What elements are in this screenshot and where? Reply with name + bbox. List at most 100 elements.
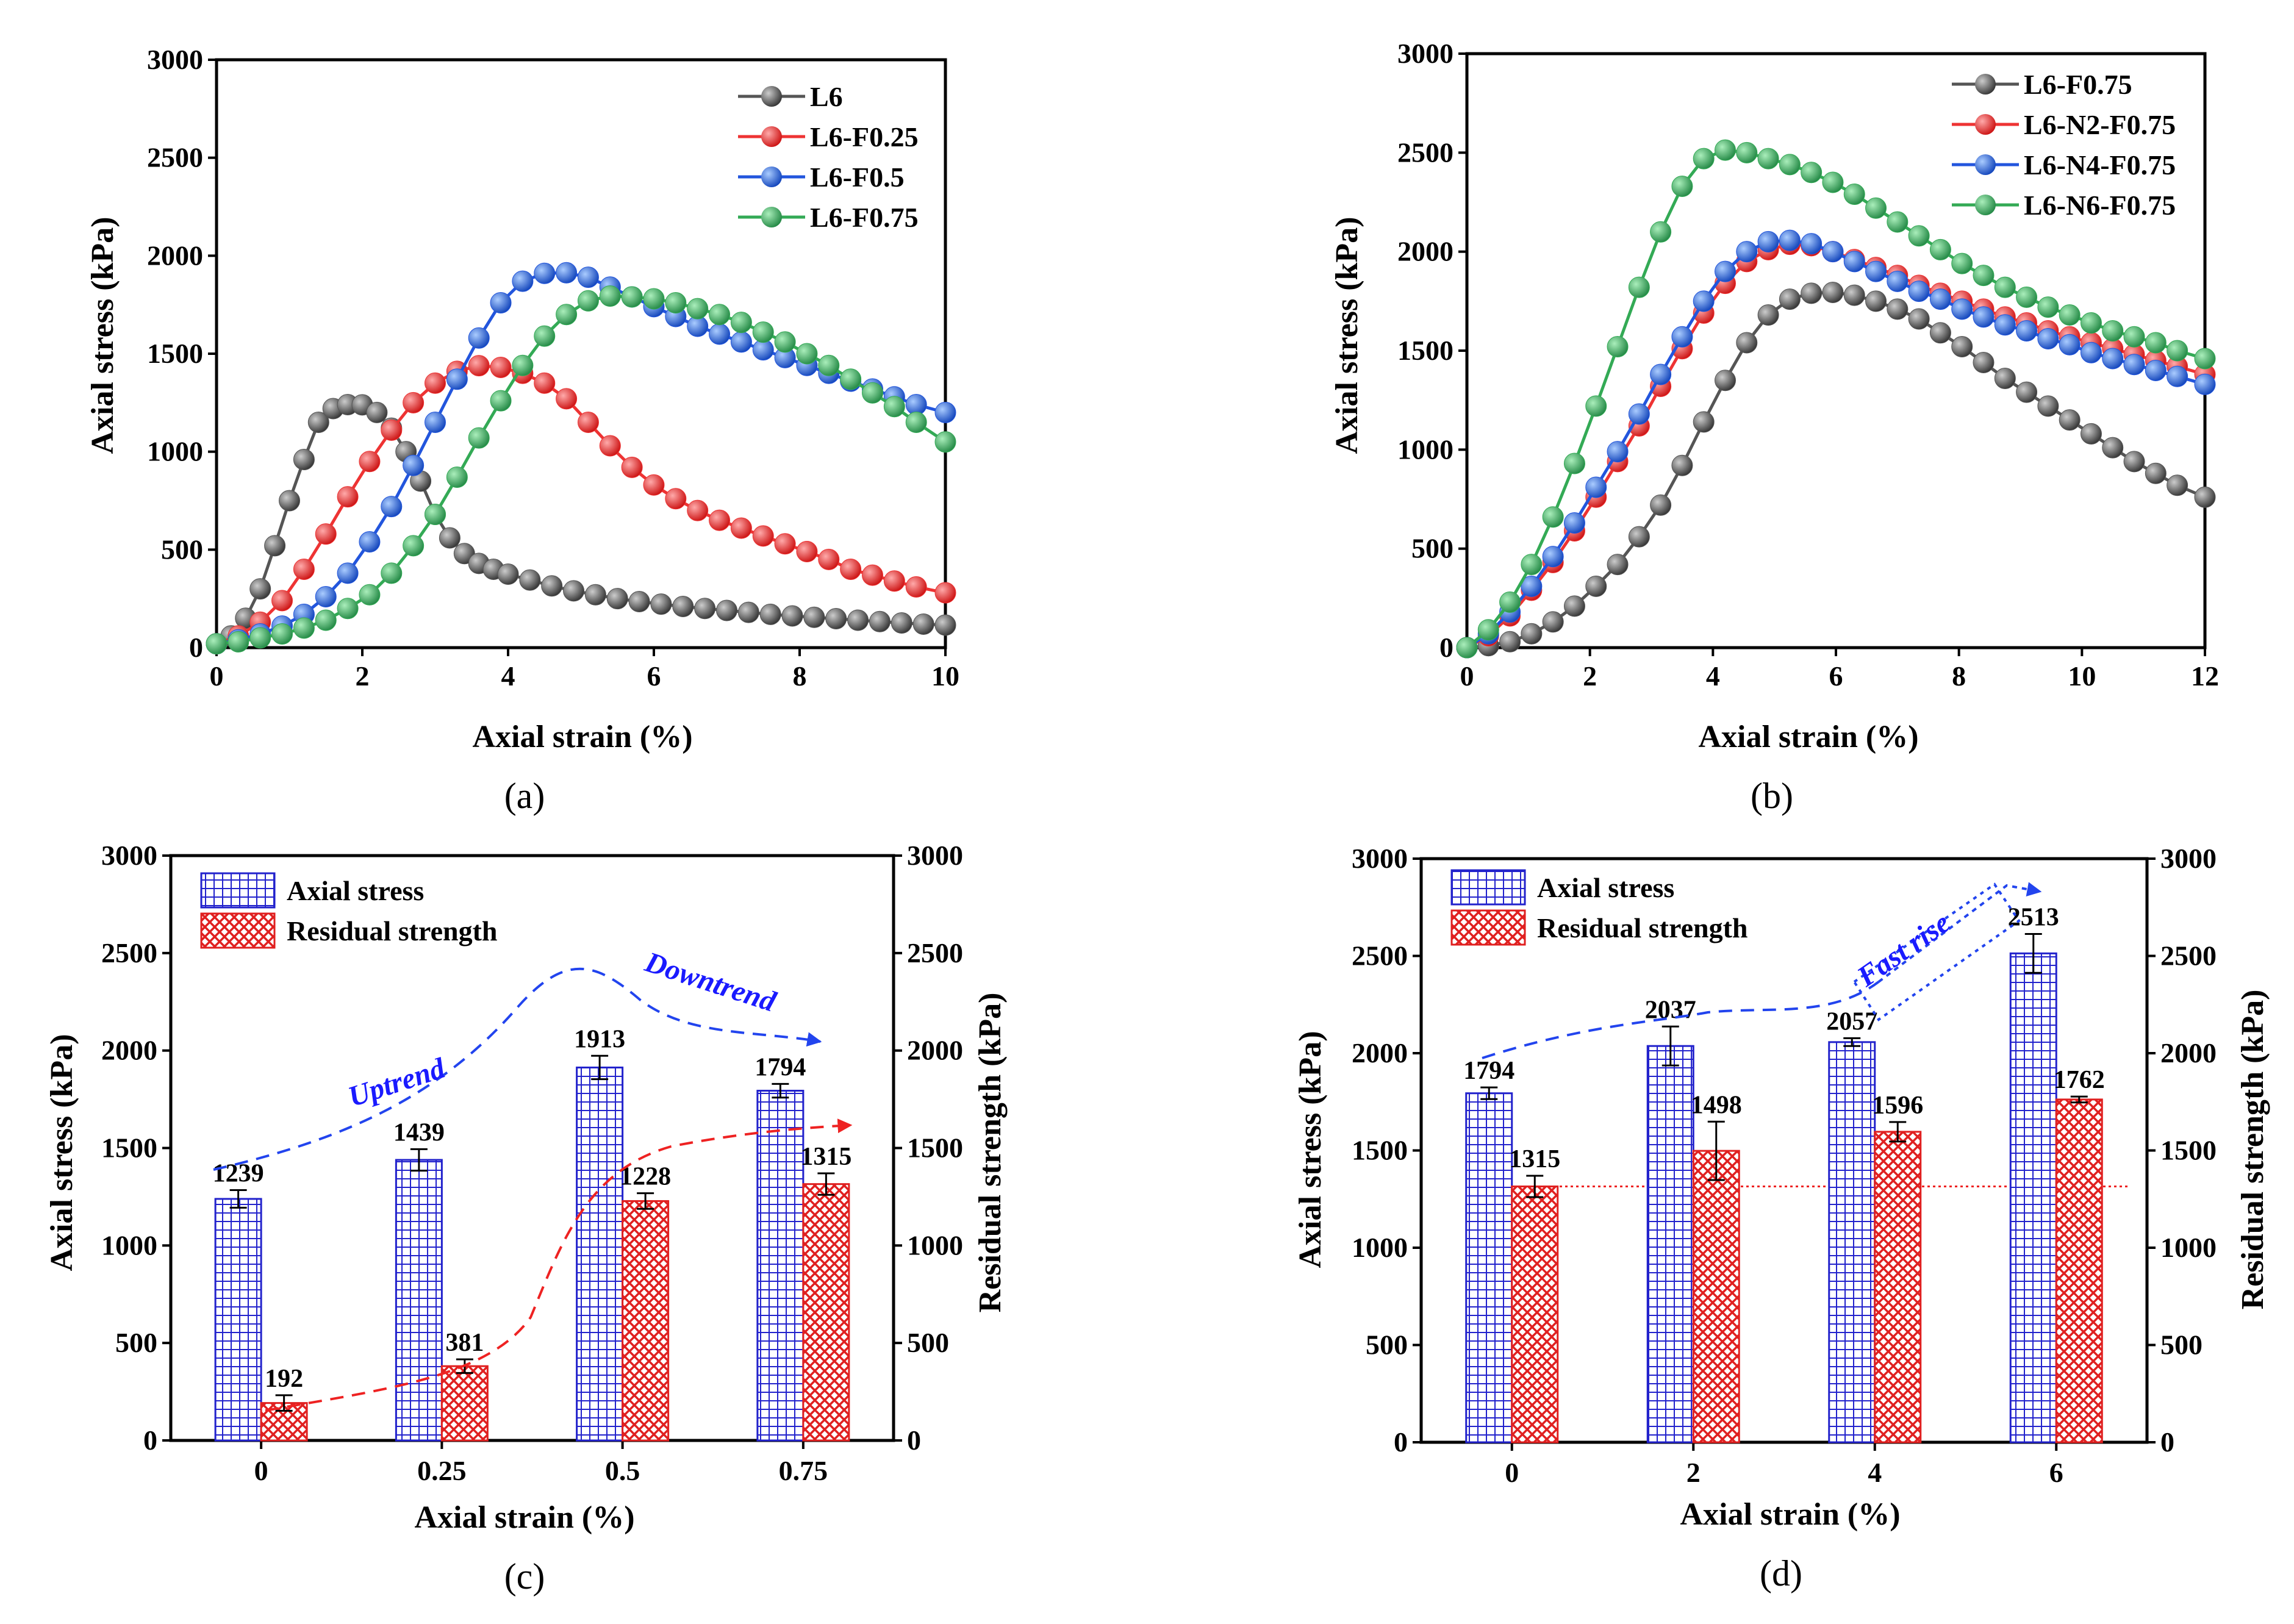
data-point-l6-n6-f0-75 — [1929, 238, 1951, 260]
y-tick-label: 500 — [115, 1327, 157, 1358]
data-point-l6-n4-f0-75 — [1801, 233, 1823, 255]
data-point-l6 — [366, 401, 388, 423]
data-label-residual-strength: 1596 — [1872, 1092, 1923, 1120]
data-point-l6-f0-75 — [468, 427, 490, 449]
data-point-l6-f0-75 — [1585, 575, 1607, 597]
data-point-l6-f0-75 — [796, 343, 818, 365]
data-point-l6-f0-25 — [665, 488, 687, 510]
data-point-l6-n4-f0-75 — [2123, 354, 2145, 376]
legend-label-residual-strength: Residual strength — [1537, 912, 1747, 943]
legend-marker-l6-n6-f0-75 — [1975, 195, 1996, 215]
bar-residual-strength — [1874, 1131, 1922, 1443]
series-line-l6-f0-75 — [216, 295, 947, 646]
data-point-l6-n6-f0-75 — [1951, 252, 1973, 274]
data-point-l6-n6-f0-75 — [1607, 336, 1629, 358]
chart-a-plot-area: 0 500 1000 1500 2000 2500 3000 0 2 4 6 8 10 L6 L6-F0.2… — [147, 44, 959, 692]
annotation-uptrend: Uptrend — [345, 1052, 450, 1114]
data-point-l6 — [759, 603, 781, 625]
data-point-l6-f0-75 — [2145, 462, 2167, 484]
y-tick-label: 1500 — [1397, 335, 1453, 366]
data-point-l6-n6-f0-75 — [2123, 326, 2145, 348]
data-point-l6-f0-75 — [862, 382, 883, 404]
data-point-l6-n6-f0-75 — [1628, 276, 1650, 298]
y-tick-label: 0 — [1394, 1426, 1408, 1458]
y-tick-label: 1500 — [1352, 1135, 1408, 1166]
data-point-l6 — [891, 612, 912, 634]
legend-label-l6: L6 — [810, 81, 843, 112]
data-point-l6-f0-75 — [687, 298, 709, 320]
data-label-residual-strength: 1315 — [800, 1143, 851, 1171]
y-tick-label: 1000 — [147, 436, 203, 467]
data-point-l6-f0-25 — [403, 392, 425, 413]
data-point-l6-f0-25 — [687, 499, 709, 521]
x-tick-label: 2 — [356, 660, 370, 692]
y-tick-label: 0 — [143, 1425, 157, 1456]
data-point-l6 — [847, 609, 869, 631]
data-point-l6-f0-75 — [730, 312, 752, 334]
data-point-l6-f0-75 — [621, 286, 643, 308]
data-point-l6-f0-5 — [512, 270, 534, 292]
legend-marker-l6 — [761, 86, 782, 107]
y-tick-label: 1000 — [101, 1229, 157, 1261]
data-point-l6-f0-25 — [883, 570, 905, 592]
legend-label-l6-f0-75: L6-F0.75 — [2024, 69, 2132, 100]
data-point-l6-n4-f0-75 — [2167, 365, 2188, 387]
data-point-l6-n6-f0-75 — [1973, 265, 1995, 287]
y-tick-label: 500 — [1411, 533, 1453, 564]
legend-label-l6-f0-25: L6-F0.25 — [810, 121, 919, 152]
data-point-l6 — [439, 527, 461, 549]
data-point-l6 — [825, 607, 847, 629]
data-point-l6-n6-f0-75 — [1801, 162, 1823, 184]
data-point-l6-n4-f0-75 — [1607, 441, 1629, 463]
data-point-l6-f0-25 — [862, 564, 883, 586]
data-point-l6-f0-75 — [1542, 611, 1564, 633]
data-point-l6-f0-75 — [665, 292, 687, 313]
bar-residual-strength — [2055, 1098, 2103, 1443]
chart-d: Axial stress (kPa) Residual strength (kP… — [1293, 843, 2270, 1594]
x-tick-label: 0 — [210, 660, 224, 692]
y-right-tick-label: 2000 — [907, 1035, 963, 1066]
data-point-l6-f0-25 — [621, 456, 643, 478]
y-tick-label: 2500 — [101, 937, 157, 968]
data-point-l6-f0-25 — [934, 582, 956, 604]
legend-label-l6-f0-5: L6-F0.5 — [810, 162, 905, 193]
data-point-l6 — [584, 584, 606, 606]
data-point-l6-f0-75 — [2080, 423, 2102, 445]
data-point-l6-f0-75 — [512, 354, 534, 376]
data-label-axial-stress: 1794 — [755, 1053, 806, 1081]
data-point-l6-n6-f0-75 — [2145, 332, 2167, 354]
data-point-l6-f0-75 — [2016, 381, 2038, 403]
x-tick-label: 8 — [793, 660, 807, 692]
data-point-l6-n6-f0-75 — [1542, 506, 1564, 528]
data-point-l6-n6-f0-75 — [2194, 348, 2216, 370]
x-tick-label: 8 — [1952, 660, 1966, 692]
data-point-l6-n4-f0-75 — [1929, 288, 1951, 310]
chart-b-xlabel: Axial strain (%) — [1698, 720, 1918, 754]
legend-swatch-axial-stress — [1450, 869, 1526, 906]
bar-residual-strength — [1511, 1186, 1559, 1443]
bar-residual-strength — [802, 1183, 850, 1442]
data-point-l6-n4-f0-75 — [1822, 241, 1844, 263]
annotation-fast-rise: Fast rise — [1851, 906, 1956, 993]
bar-residual-strength — [622, 1200, 670, 1442]
series-line-l6-n2-f0-75 — [1466, 243, 2206, 649]
data-point-l6 — [519, 569, 541, 591]
data-point-l6 — [781, 605, 803, 627]
data-point-l6-n4-f0-75 — [2037, 328, 2059, 350]
data-point-l6-n6-f0-75 — [1736, 141, 1758, 163]
data-label-axial-stress: 1439 — [393, 1118, 445, 1146]
data-label-residual-strength: 192 — [265, 1365, 303, 1393]
chart-b-plot-area: 0 500 1000 1500 2000 2500 3000 0 2 4 6 8 10 12 L6-F0.7… — [1397, 38, 2219, 692]
x-tick-label: 0.25 — [417, 1455, 467, 1486]
data-label-residual-strength: 1315 — [1509, 1145, 1560, 1173]
data-point-l6-f0-5 — [468, 327, 490, 349]
x-tick-label: 0.75 — [779, 1455, 828, 1486]
data-point-l6-n4-f0-75 — [1628, 403, 1650, 425]
y-tick-label: 2000 — [1352, 1037, 1408, 1068]
chart-d-panel-label: (d) — [1760, 1553, 1802, 1594]
legend-label-l6-n6-f0-75: L6-N6-F0.75 — [2024, 190, 2176, 221]
data-point-l6-n4-f0-75 — [1843, 251, 1865, 273]
data-point-l6-n6-f0-75 — [1715, 139, 1736, 161]
data-point-l6-f0-5 — [446, 368, 468, 390]
data-point-l6-f0-25 — [425, 372, 446, 394]
